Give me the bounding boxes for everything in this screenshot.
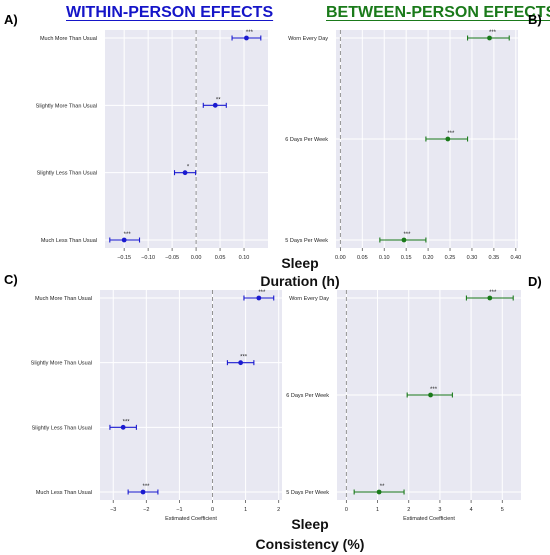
x-axis-label: Estimated Coefficient	[403, 516, 455, 522]
significance-label: ***	[258, 290, 266, 296]
category-label: Much More Than Usual	[40, 36, 97, 42]
x-tick-label: 0.00	[191, 255, 202, 261]
sleep-duration-label-line1: Sleep	[281, 255, 319, 271]
panel-letter-d: D)	[528, 274, 542, 289]
panel-letter-c: C)	[4, 272, 18, 287]
sleep-duration-label-line2: Duration (h)	[260, 273, 340, 289]
significance-label: ***	[124, 232, 132, 238]
estimate-point	[140, 489, 146, 495]
estimate-point	[445, 136, 451, 142]
category-label: Slightly Less Than Usual	[32, 425, 92, 431]
category-label: Slightly More Than Usual	[36, 103, 97, 109]
plot-background	[105, 30, 268, 248]
panel-c-chart: −3 −2 −1 0 1 2 Estimated Coefficient Much More …	[31, 290, 282, 522]
x-tick-label: 0.40	[510, 255, 521, 261]
x-tick-label: 0.15	[401, 255, 412, 261]
significance-label: *	[187, 165, 190, 171]
sleep-duration-label: Sleep Duration (h)	[240, 254, 360, 290]
category-label: Worn Every Day	[288, 36, 328, 42]
estimate-point	[256, 295, 262, 301]
significance-label: ***	[240, 355, 248, 361]
x-tick-label: 0.35	[489, 255, 500, 261]
estimate-point	[376, 489, 382, 495]
panel-b-chart: 0.000.050.100.150.200.250.300.350.40Esti…	[285, 30, 521, 261]
significance-label: ***	[430, 387, 438, 393]
x-tick-label: −3	[110, 507, 116, 513]
x-tick-label: 0	[345, 507, 348, 513]
x-tick-label: 0.10	[239, 255, 250, 261]
significance-label: **	[216, 97, 221, 103]
x-tick-label: −0.10	[141, 255, 155, 261]
plot-background	[100, 290, 282, 500]
significance-label: ***	[143, 484, 151, 490]
estimate-point	[428, 392, 433, 398]
x-tick-label: 1	[376, 507, 379, 513]
category-label: Much Less Than Usual	[41, 238, 97, 244]
category-label: 6 Days Per Week	[286, 393, 329, 399]
category-label: 6 Days Per Week	[285, 137, 328, 143]
estimate-point	[487, 35, 492, 41]
panel-letter-a: A)	[4, 12, 18, 27]
estimate-point	[238, 360, 244, 366]
category-label: Much More Than Usual	[35, 296, 92, 302]
panel-d-chart: 0 1 2 3 4 5 Estimated Coefficient Worn Every Da…	[286, 290, 521, 522]
x-tick-label: 0.30	[467, 255, 478, 261]
significance-label: **	[380, 484, 385, 490]
x-tick-label: 0.20	[423, 255, 434, 261]
category-label: Slightly More Than Usual	[31, 361, 92, 367]
x-tick-label: 4	[470, 507, 473, 513]
significance-label: ***	[489, 290, 497, 296]
estimate-point	[120, 424, 126, 430]
x-tick-label: 1	[244, 507, 247, 513]
category-label: 5 Days Per Week	[285, 238, 328, 244]
panel-letter-b: B)	[528, 12, 542, 27]
significance-label: ***	[489, 30, 497, 36]
x-tick-label: 0	[211, 507, 214, 513]
significance-label: ***	[403, 232, 411, 238]
x-tick-label: −0.05	[165, 255, 179, 261]
within-person-heading: WITHIN-PERSON EFFECTS	[66, 4, 274, 21]
x-tick-label: 0.05	[357, 255, 368, 261]
category-label: Much Less Than Usual	[36, 490, 92, 496]
x-tick-label: 0.25	[445, 255, 456, 261]
estimate-point	[212, 102, 218, 108]
x-axis-label: Estimated Coefficient	[165, 516, 217, 522]
x-tick-label: −2	[143, 507, 149, 513]
category-label: 5 Days Per Week	[286, 490, 329, 496]
sleep-consistency-label: Sleep Consistency (%)	[240, 514, 380, 554]
category-label: Worn Every Day	[289, 296, 329, 302]
estimate-point	[182, 170, 188, 176]
x-tick-label: 0.05	[215, 255, 226, 261]
estimate-point	[121, 237, 127, 243]
x-tick-label: 0.10	[379, 255, 390, 261]
between-person-heading: BETWEEN-PERSON EFFECTS	[326, 4, 550, 21]
x-tick-label: −0.15	[117, 255, 131, 261]
significance-label: ***	[447, 131, 455, 137]
sleep-consistency-label-line1: Sleep	[291, 516, 329, 532]
significance-label: ***	[246, 30, 254, 36]
x-tick-label: 2	[407, 507, 410, 513]
panel-a-chart: −0.15−0.10−0.050.000.050.10Estimated Coe…	[36, 30, 268, 261]
sleep-consistency-label-line2: Consistency (%)	[255, 536, 365, 552]
x-tick-label: 3	[438, 507, 441, 513]
category-label: Slightly Less Than Usual	[37, 171, 97, 177]
x-tick-label: −1	[176, 507, 182, 513]
x-tick-label: 0.00	[335, 255, 346, 261]
x-tick-label: 5	[501, 507, 504, 513]
estimate-point	[401, 237, 407, 243]
x-tick-label: 2	[277, 507, 280, 513]
estimate-point	[244, 35, 249, 41]
estimate-point	[487, 295, 493, 301]
significance-label: ***	[123, 419, 131, 425]
